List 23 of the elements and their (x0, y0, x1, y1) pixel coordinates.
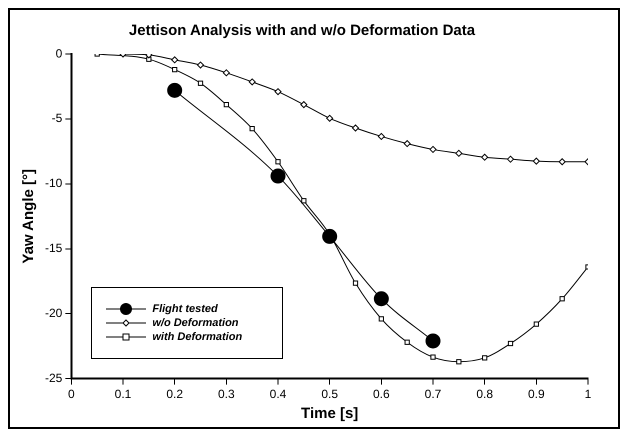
y-tick-label: -10 (45, 176, 63, 190)
x-tick-label: 0.9 (528, 387, 545, 402)
x-tick-label: 0.7 (424, 387, 442, 402)
y-tick-label: -25 (45, 370, 63, 385)
x-tick-label: 0.5 (321, 387, 338, 402)
x-tick-label: 1 (584, 387, 592, 402)
legend-label: Flight tested (152, 302, 218, 315)
x-tick-label: 0 (68, 387, 75, 402)
legend-label: with Deformation (152, 330, 242, 343)
x-tick-label: 0.2 (166, 387, 184, 402)
legend-label: w/o Deformation (152, 316, 239, 329)
y-tick-label: -15 (45, 241, 63, 256)
x-tick-label: 0.4 (270, 387, 287, 402)
y-tick-label: -5 (52, 111, 63, 126)
x-tick-label: 0.6 (372, 387, 390, 402)
y-tick-label: -20 (45, 306, 63, 320)
y-axis-title: Yaw Angle [°] (20, 168, 38, 264)
x-tick-label: 0.8 (476, 387, 494, 402)
x-tick-label: 0.1 (114, 387, 132, 402)
y-tick-label: 0 (56, 46, 63, 60)
x-axis-title: Time [s] (301, 405, 358, 422)
chart-title: Jettison Analysis with and w/o Deformation Data (128, 22, 476, 40)
x-tick-label: 0.3 (218, 387, 236, 402)
